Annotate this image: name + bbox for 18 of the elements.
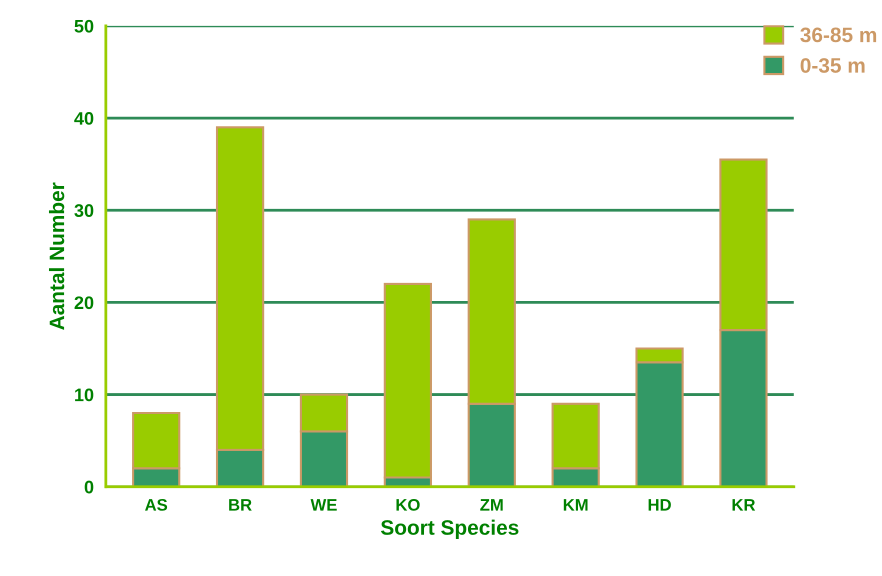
x-tick-label: AS bbox=[145, 498, 168, 511]
x-axis-title: Soort Species bbox=[380, 520, 518, 540]
legend-label: 0-35 m bbox=[800, 58, 865, 73]
y-tick-label: 10 bbox=[75, 388, 94, 402]
legend-label: 36-85 m bbox=[800, 28, 876, 42]
x-tick-label: ZM bbox=[480, 499, 503, 511]
y-tick-label: 0 bbox=[84, 480, 94, 494]
y-tick-label: 30 bbox=[74, 204, 94, 217]
x-tick-label: KO bbox=[396, 498, 420, 511]
x-tick-label: HD bbox=[648, 499, 671, 511]
x-tick-label: KM bbox=[564, 499, 588, 511]
y-tick-label: 50 bbox=[74, 20, 94, 33]
y-axis-title: Aantal Number bbox=[48, 182, 64, 330]
x-tick-label: WE bbox=[310, 499, 337, 511]
y-tick-label: 20 bbox=[74, 296, 94, 310]
x-tick-label: KR bbox=[732, 499, 756, 511]
y-tick-label: 40 bbox=[74, 112, 94, 125]
x-tick-label: BR bbox=[229, 499, 252, 511]
